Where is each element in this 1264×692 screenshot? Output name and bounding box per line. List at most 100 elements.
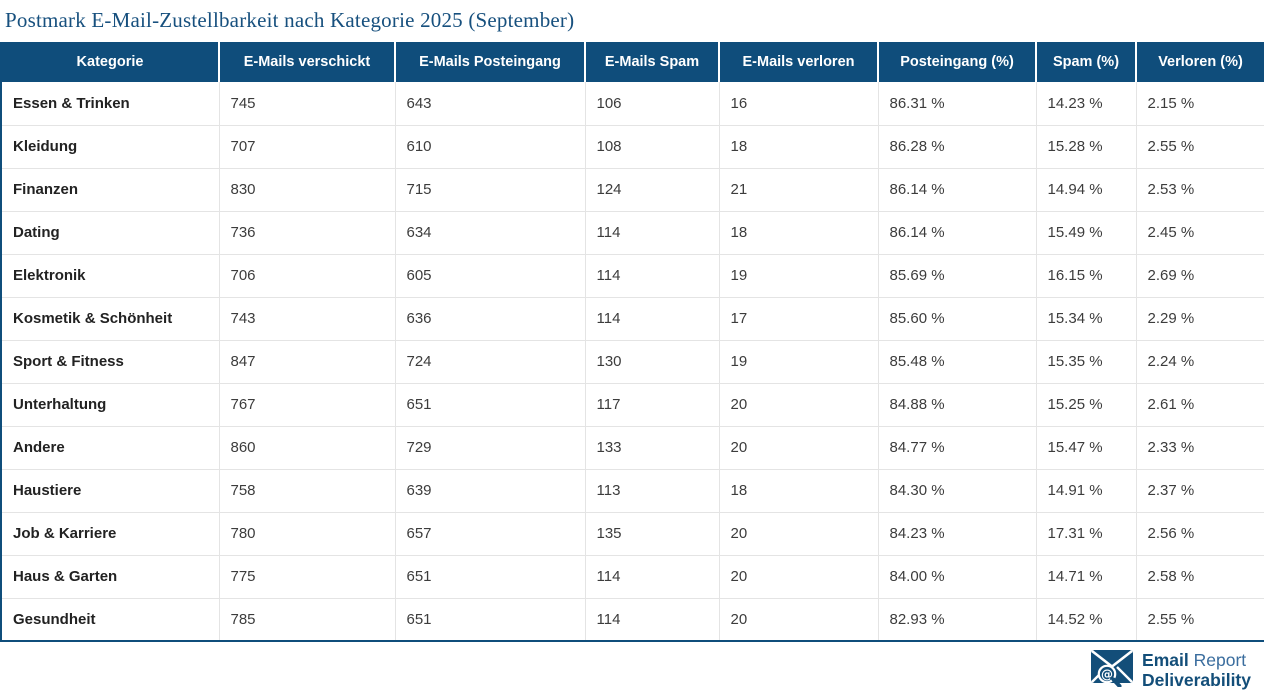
value-cell: 117 — [585, 383, 720, 427]
table-header: Kategorie E-Mails verschickt E-Mails Pos… — [1, 42, 1264, 82]
header-emails-verloren: E-Mails verloren — [719, 42, 879, 82]
value-cell: 2.58 % — [1136, 555, 1264, 599]
logo-text: Email Report Deliverability — [1142, 650, 1251, 690]
value-cell: 2.55 % — [1147, 610, 1195, 628]
value-cell: 780 — [219, 512, 396, 556]
logo-deliverability-label: Deliverability — [1142, 669, 1251, 690]
table-body: Essen & Trinken 745 643 106 16 86.31 % 14.23 %… — [1, 82, 1264, 641]
category-cell: Kleidung — [1, 125, 220, 169]
value-cell: 14.71 % — [1036, 555, 1137, 599]
value-cell: 651 — [395, 598, 586, 641]
value-cell: 133 — [585, 426, 720, 470]
table-row: Kleidung 707 610 108 18 86.28 % 15.28 % 2.55 % — [1, 125, 1264, 169]
header-kategorie: Kategorie — [1, 42, 220, 82]
table-row: Job & Karriere 780 657 135 20 84.23 % 17.31 % 2… — [1, 512, 1264, 556]
value-cell: 19 — [719, 340, 879, 384]
table-row: Andere 860 729 133 20 84.77 % 15.47 % 2.33 % — [1, 426, 1264, 470]
value-cell: 15.49 % — [1036, 211, 1137, 255]
value-cell: 18 — [719, 211, 879, 255]
value-cell: 84.00 % — [878, 555, 1037, 599]
value-cell: 16.15 % — [1036, 254, 1137, 298]
value-cell: 605 — [395, 254, 586, 298]
value-cell: 106 — [585, 82, 720, 126]
table-row: Unterhaltung 767 651 117 20 84.88 % 15.25 % 2.6… — [1, 383, 1264, 427]
value-cell: 706 — [219, 254, 396, 298]
value-cell: 610 — [395, 125, 586, 169]
value-cell: 2.55 % — [1136, 125, 1264, 169]
value-cell: 743 — [219, 297, 396, 341]
value-cell: 86.31 % — [878, 82, 1037, 126]
category-cell: Job & Karriere — [1, 512, 220, 556]
value-cell: 19 — [719, 254, 879, 298]
category-cell: Haus & Garten — [1, 555, 220, 599]
value-cell: 724 — [395, 340, 586, 384]
value-cell: 20 — [719, 383, 879, 427]
header-emails-spam: E-Mails Spam — [585, 42, 720, 82]
value-cell: 2.33 % — [1136, 426, 1264, 470]
table-row: Haus & Garten 775 651 114 20 84.00 % 14.71 % 2.… — [1, 555, 1264, 599]
value-cell: 114 — [585, 297, 720, 341]
value-cell: 14.94 % — [1036, 168, 1137, 212]
value-cell: 86.14 % — [878, 211, 1037, 255]
table-row: Sport & Fitness 847 724 130 19 85.48 % 15.35 %… — [1, 340, 1264, 384]
value-cell: 860 — [219, 426, 396, 470]
value-cell: 651 — [395, 555, 586, 599]
header-row: Kategorie E-Mails verschickt E-Mails Pos… — [1, 42, 1264, 82]
value-cell: 657 — [395, 512, 586, 556]
value-cell: 15.25 % — [1036, 383, 1137, 427]
value-cell: 651 — [395, 383, 586, 427]
value-cell: 643 — [395, 82, 586, 126]
header-verloren-pct: Verloren (%) — [1136, 42, 1264, 82]
value-cell: 2.24 % — [1136, 340, 1264, 384]
value-cell: 15.35 % — [1036, 340, 1137, 384]
page-title: Postmark E-Mail-Zustellbarkeit nach Kate… — [5, 8, 575, 32]
value-cell: 16 — [719, 82, 879, 126]
value-cell: 15.28 % — [1036, 125, 1137, 169]
value-cell: 20 — [719, 598, 879, 641]
value-cell: 634 — [395, 211, 586, 255]
value-cell: 636 — [395, 297, 586, 341]
value-cell: 715 — [395, 168, 586, 212]
value-cell: 135 — [585, 512, 720, 556]
value-cell: 86.28 % — [878, 125, 1037, 169]
category-cell: Elektronik — [1, 254, 220, 298]
value-cell: 785 — [219, 598, 396, 641]
value-cell: 830 — [219, 168, 396, 212]
table-row: Haustiere 758 639 113 18 84.30 % 14.91 % 2.37 % — [1, 469, 1264, 513]
value-cell: 2.37 % — [1136, 469, 1264, 513]
value-cell: 17.31 % — [1036, 512, 1137, 556]
svg-text:@: @ — [1101, 667, 1113, 681]
value-cell: 15.34 % — [1036, 297, 1137, 341]
value-cell: 21 — [719, 168, 879, 212]
table-row: Elektronik 706 605 114 19 85.69 % 16.15 % 2.69 … — [1, 254, 1264, 298]
category-cell: Andere — [1, 426, 220, 470]
value-cell: 639 — [395, 469, 586, 513]
deliverability-table: Kategorie E-Mails verschickt E-Mails Pos… — [0, 42, 1264, 642]
value-cell: 86.14 % — [878, 168, 1037, 212]
table-row: Finanzen 830 715 124 21 86.14 % 14.94 % 2.53 % — [1, 168, 1264, 212]
value-cell: 18 — [719, 125, 879, 169]
value-cell: 745 — [219, 82, 396, 126]
header-emails-verschickt: E-Mails verschickt — [219, 42, 396, 82]
value-cell: 775 — [219, 555, 396, 599]
category-cell: Haustiere — [1, 469, 220, 513]
value-cell: 767 — [219, 383, 396, 427]
category-cell: Unterhaltung — [1, 383, 220, 427]
value-cell: 758 — [219, 469, 396, 513]
value-cell: 124 — [585, 168, 720, 212]
header-posteingang-pct: Posteingang (%) — [878, 42, 1037, 82]
value-cell: 20 — [719, 512, 879, 556]
value-cell: 14.23 % — [1036, 82, 1137, 126]
value-cell: 2.56 % — [1136, 512, 1264, 556]
value-cell: 18 — [719, 469, 879, 513]
table-row: Essen & Trinken 745 643 106 16 86.31 % 14.23 %… — [1, 82, 1264, 126]
header-spam-pct: Spam (%) — [1036, 42, 1137, 82]
value-cell: 82.93 % — [878, 598, 1037, 641]
category-cell: Essen & Trinken — [1, 82, 220, 126]
category-cell: Sport & Fitness — [1, 340, 220, 384]
value-cell: 2.15 % — [1136, 82, 1264, 126]
logo-line1: Email Report — [1142, 650, 1251, 671]
table-row: Gesundheit 785 651 114 20 82.93 % 14.52 % 2.55 … — [1, 598, 1264, 641]
table-row: Kosmetik & Schönheit 743 636 114 17 85.60 % 15… — [1, 297, 1264, 341]
value-cell: 729 — [395, 426, 586, 470]
